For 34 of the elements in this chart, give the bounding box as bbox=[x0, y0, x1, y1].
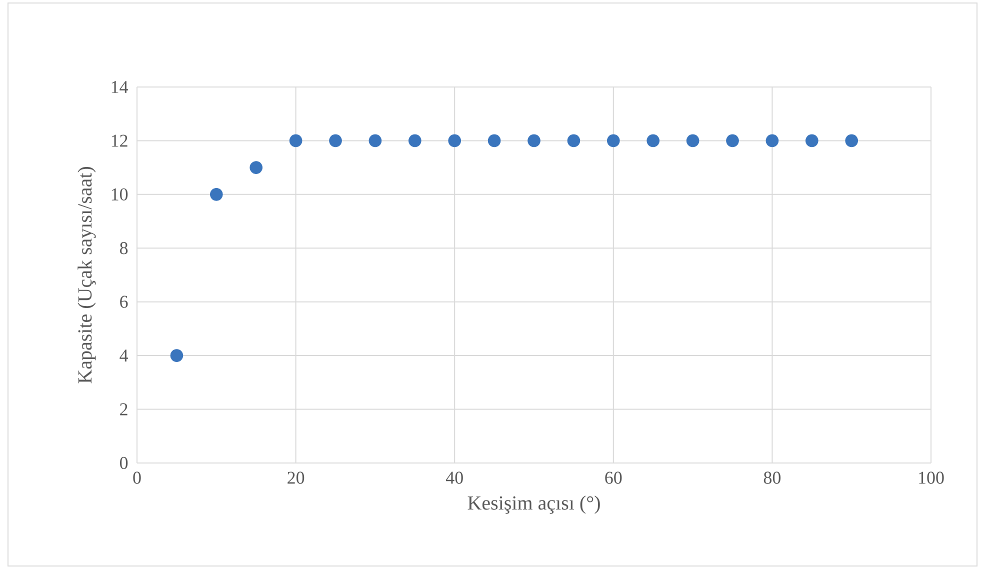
point bbox=[210, 188, 223, 201]
x-tick-label: 20 bbox=[288, 472, 304, 484]
point bbox=[368, 134, 382, 148]
point bbox=[726, 134, 739, 148]
x-axis-title: Kesişim açısı (°) bbox=[468, 496, 600, 514]
x-tick-label: 80 bbox=[764, 472, 781, 484]
x-tick-label: 60 bbox=[605, 472, 622, 484]
point bbox=[646, 134, 660, 148]
point bbox=[448, 134, 462, 148]
point bbox=[607, 134, 620, 148]
y-tick-label: 12 bbox=[112, 134, 128, 147]
x-tick-label: 40 bbox=[446, 472, 463, 484]
y-tick-label: 0 bbox=[120, 456, 128, 470]
x-tick-label: 0 bbox=[133, 472, 141, 484]
x-tick-label: 100 bbox=[919, 472, 944, 484]
point bbox=[170, 349, 184, 362]
y-tick-label: 4 bbox=[120, 350, 128, 362]
point bbox=[329, 134, 342, 148]
point bbox=[845, 134, 858, 148]
y-tick-label: 10 bbox=[112, 188, 128, 200]
point bbox=[408, 134, 422, 148]
point bbox=[488, 134, 501, 148]
point bbox=[528, 134, 540, 148]
y-tick-label: 14 bbox=[112, 81, 128, 93]
y-tick-label: 2 bbox=[120, 403, 128, 416]
y-tick-label: 6 bbox=[120, 296, 128, 308]
point bbox=[289, 134, 302, 148]
y-axis-title: Kapasite (Uçak sayısı/saat) bbox=[78, 167, 96, 384]
point bbox=[766, 134, 779, 148]
point bbox=[567, 134, 580, 148]
y-tick-label: 8 bbox=[120, 242, 128, 254]
point bbox=[806, 134, 818, 148]
point bbox=[250, 161, 263, 174]
point bbox=[686, 134, 700, 148]
